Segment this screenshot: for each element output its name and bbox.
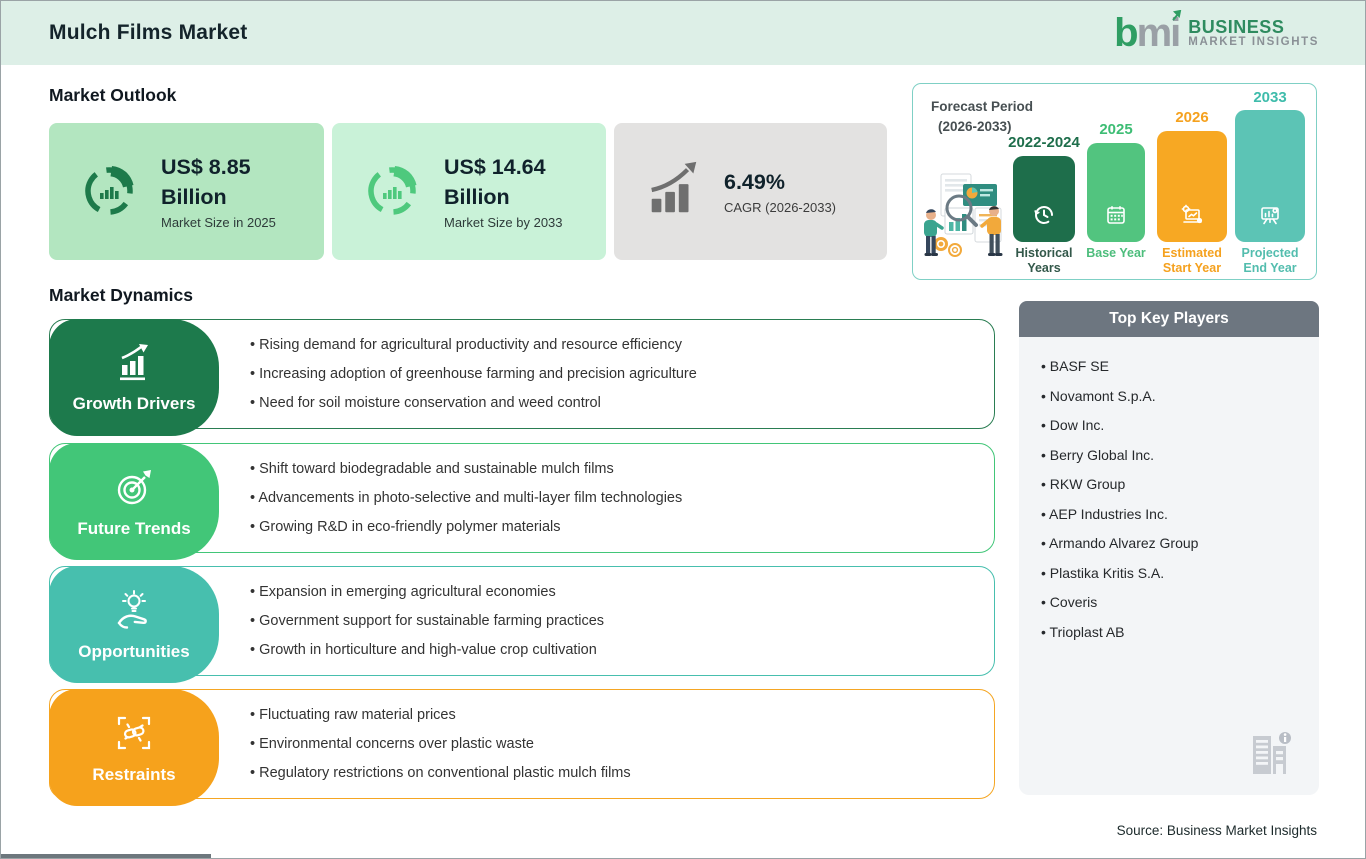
estimated-start-year-bar [1157,131,1227,242]
forecast-title-line2: (2026-2033) [938,118,1012,134]
company-buildings-icon [1247,728,1293,785]
donut-chart-icon [77,157,141,226]
bar-category-label: Estimated Start Year [1162,246,1222,275]
bullet-item: Regulatory restrictions on conventional … [250,765,631,781]
bullet-item: Growing R&D in eco-friendly polymer mate… [250,519,682,535]
bar-year-label: 2025 [1099,121,1133,138]
restraints-label: Restraints [92,764,176,784]
future-trends-bullets: Shift toward biodegradable and sustainab… [250,444,682,552]
bullet-item: Shift toward biodegradable and sustainab… [250,461,682,477]
forecast-illustration [919,168,1015,275]
restraints-pill: Restraints [49,689,219,806]
chain-icon [112,711,156,760]
bar-category-label: Base Year [1086,246,1146,260]
market-outlook-heading: Market Outlook [49,85,177,105]
opportunities-pill: Opportunities [49,566,219,683]
key-player-item: Plastika Kritis S.A. [1041,565,1319,581]
bar-year-label: 2022-2024 [1008,134,1080,151]
restraints-bullets: Fluctuating raw material prices Environm… [250,690,631,798]
stat-card-text: US$ 14.64 Billion Market Size by 2033 [444,153,599,229]
bullet-item: Expansion in emerging agricultural econo… [250,584,604,600]
market-size-2025-label: Market Size in 2025 [161,214,276,230]
future-trends-label: Future Trends [77,518,191,538]
key-players-list: BASF SE Novamont S.p.A. Dow Inc. Berry G… [1041,358,1319,640]
logo-arrow-icon [1172,10,1182,21]
market-size-2033-label: Market Size by 2033 [444,214,563,230]
bullet-item: Advancements in photo-selective and mult… [250,490,682,506]
key-player-item: RKW Group [1041,476,1319,492]
key-player-item: Armando Alvarez Group [1041,535,1319,551]
donut-chart-icon [360,157,424,226]
brand-logo: bmi BUSINESS MARKET INSIGHTS [1114,10,1319,55]
future-trends-row: Future Trends Shift toward biodegradable… [49,443,995,560]
key-player-item: Berry Global Inc. [1041,447,1319,463]
bar-year-label: 2026 [1175,109,1209,126]
stat-card-cagr: 6.49% CAGR (2026-2033) [614,123,887,260]
bullet-item: Growth in horticulture and high-value cr… [250,642,604,658]
source-text: Source: Business Market Insights [1116,823,1317,838]
presentation-chart-icon [1258,203,1282,232]
projected-end-year-bar [1235,110,1305,242]
logo-letter-b: b [1114,11,1138,55]
stat-card-2025: US$ 8.85 Billion Market Size in 2025 [49,123,324,260]
calendar-icon [1104,203,1128,232]
opportunities-label: Opportunities [78,641,190,661]
bar-category-label: Projected End Year [1241,246,1299,275]
key-player-item: Novamont S.p.A. [1041,388,1319,404]
logo-text: BUSINESS MARKET INSIGHTS [1188,16,1319,49]
growth-arrow-icon [642,158,704,225]
bar-category-label: Historical Years [1015,246,1073,275]
logo-line1: BUSINESS [1188,16,1285,37]
growth-drivers-label: Growth Drivers [72,393,196,413]
opportunities-bullets: Expansion in emerging agricultural econo… [250,567,604,675]
growth-drivers-bullets: Rising demand for agricultural productiv… [250,320,697,428]
market-size-2025-value: US$ 8.85 Billion [161,155,251,209]
page-title: Mulch Films Market [49,21,248,44]
laptop-gear-icon [1179,203,1205,232]
growth-drivers-pill: Growth Drivers [49,319,219,436]
header: Mulch Films Market bmi BUSINESS MARKET I… [1,1,1365,65]
opportunities-row: Opportunities Expansion in emerging agri… [49,566,995,683]
historical-years-bar [1013,156,1075,242]
future-trends-pill: Future Trends [49,443,219,560]
bar-year-label: 2033 [1253,89,1287,106]
cagr-value: 6.49% [724,169,785,194]
stat-card-2033: US$ 14.64 Billion Market Size by 2033 [332,123,606,260]
logo-line2: MARKET INSIGHTS [1188,36,1319,49]
key-player-item: AEP Industries Inc. [1041,506,1319,522]
key-players-panel: Top Key Players BASF SE Novamont S.p.A. … [1019,301,1319,795]
horizontal-scrollbar[interactable] [1,854,211,858]
bullet-item: Increasing adoption of greenhouse farmin… [250,366,697,382]
cagr-label: CAGR (2026-2033) [724,200,836,215]
key-player-item: BASF SE [1041,358,1319,374]
bullet-item: Need for soil moisture conservation and … [250,395,697,411]
restraints-row: Restraints Fluctuating raw material pric… [49,689,995,806]
key-player-item: Dow Inc. [1041,417,1319,433]
bullet-item: Fluctuating raw material prices [250,707,631,723]
bmi-logo-icon: bmi [1114,10,1182,55]
growth-drivers-row: Growth Drivers Rising demand for agricul… [49,319,995,436]
forecast-period-chart: Forecast Period (2026-2033) 2022-2024 20… [912,83,1317,280]
forecast-title-line1: Forecast Period [931,99,1034,114]
bullet-item: Government support for sustainable farmi… [250,613,604,629]
base-year-bar [1087,143,1145,242]
idea-hand-icon [112,588,156,637]
stat-card-text: US$ 8.85 Billion Market Size in 2025 [161,153,316,229]
key-players-body: BASF SE Novamont S.p.A. Dow Inc. Berry G… [1019,337,1319,795]
forecast-title: Forecast Period (2026-2033) [931,97,1033,136]
target-icon [112,465,156,514]
key-player-item: Trioplast AB [1041,624,1319,640]
key-player-item: Coveris [1041,594,1319,610]
bar-growth-icon [112,342,156,389]
bullet-item: Rising demand for agricultural productiv… [250,337,697,353]
stat-card-text: 6.49% CAGR (2026-2033) [724,168,836,215]
market-size-2033-value: US$ 14.64 Billion [444,155,546,209]
key-players-heading: Top Key Players [1019,301,1319,337]
market-dynamics-heading: Market Dynamics [49,285,193,305]
bullet-item: Environmental concerns over plastic wast… [250,736,631,752]
clock-history-icon [1032,203,1056,232]
